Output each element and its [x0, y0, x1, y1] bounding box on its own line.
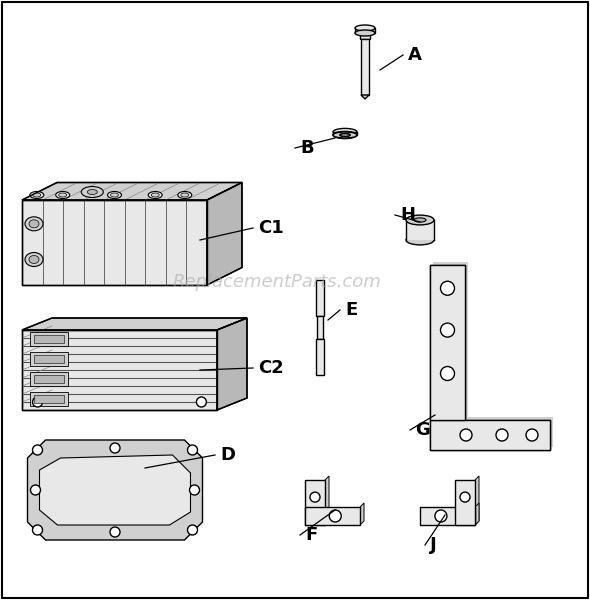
Polygon shape	[361, 95, 369, 99]
Text: G: G	[415, 421, 430, 439]
Polygon shape	[406, 220, 434, 240]
Text: D: D	[220, 446, 235, 464]
Polygon shape	[34, 335, 64, 343]
Ellipse shape	[340, 134, 350, 136]
Text: F: F	[305, 526, 317, 544]
Ellipse shape	[333, 132, 357, 138]
Circle shape	[460, 492, 470, 502]
Circle shape	[460, 429, 472, 441]
Polygon shape	[433, 262, 468, 417]
Circle shape	[32, 397, 42, 407]
Polygon shape	[475, 503, 479, 525]
Circle shape	[189, 485, 199, 495]
Ellipse shape	[181, 193, 189, 197]
Ellipse shape	[178, 191, 192, 199]
Ellipse shape	[340, 133, 350, 136]
Ellipse shape	[414, 218, 426, 222]
Polygon shape	[317, 316, 323, 339]
Text: C1: C1	[258, 219, 284, 237]
Circle shape	[110, 527, 120, 537]
Circle shape	[196, 397, 206, 407]
Polygon shape	[305, 480, 325, 525]
Polygon shape	[22, 182, 242, 200]
Polygon shape	[420, 507, 475, 525]
Ellipse shape	[355, 25, 375, 31]
Ellipse shape	[29, 220, 39, 228]
Circle shape	[32, 445, 42, 455]
Polygon shape	[355, 28, 375, 33]
Circle shape	[441, 323, 454, 337]
Circle shape	[188, 525, 198, 535]
Text: B: B	[300, 139, 314, 157]
Polygon shape	[22, 330, 217, 410]
Polygon shape	[430, 420, 550, 450]
Circle shape	[31, 485, 41, 495]
Circle shape	[329, 510, 341, 522]
Polygon shape	[455, 480, 475, 525]
Circle shape	[188, 445, 198, 455]
Circle shape	[441, 367, 454, 380]
Polygon shape	[430, 417, 553, 450]
Polygon shape	[34, 355, 64, 363]
Polygon shape	[22, 318, 247, 330]
Polygon shape	[316, 280, 324, 316]
Polygon shape	[22, 200, 207, 285]
Polygon shape	[360, 33, 370, 39]
Polygon shape	[305, 507, 360, 525]
Text: J: J	[430, 536, 437, 554]
Text: E: E	[345, 301, 358, 319]
Text: ReplacementParts.com: ReplacementParts.com	[173, 273, 382, 291]
Ellipse shape	[58, 193, 67, 197]
Polygon shape	[30, 372, 68, 386]
Ellipse shape	[151, 193, 159, 197]
Circle shape	[435, 510, 447, 522]
Circle shape	[310, 492, 320, 502]
Ellipse shape	[25, 253, 43, 266]
Polygon shape	[30, 392, 68, 406]
Circle shape	[526, 429, 538, 441]
Text: H: H	[400, 206, 415, 224]
Polygon shape	[28, 440, 202, 540]
Ellipse shape	[29, 256, 39, 263]
Ellipse shape	[110, 193, 119, 197]
Ellipse shape	[355, 30, 375, 36]
Polygon shape	[325, 476, 329, 525]
Polygon shape	[361, 39, 369, 95]
Polygon shape	[34, 395, 64, 403]
Ellipse shape	[406, 235, 434, 245]
Polygon shape	[430, 420, 550, 450]
Circle shape	[496, 429, 508, 441]
Polygon shape	[430, 265, 465, 420]
Text: C2: C2	[258, 359, 284, 377]
Ellipse shape	[87, 190, 97, 194]
Ellipse shape	[33, 193, 41, 197]
Polygon shape	[430, 265, 465, 420]
Circle shape	[441, 281, 454, 295]
Ellipse shape	[333, 131, 357, 139]
Polygon shape	[34, 375, 64, 383]
Ellipse shape	[25, 217, 43, 231]
Ellipse shape	[81, 187, 103, 197]
Polygon shape	[316, 339, 324, 375]
Ellipse shape	[406, 215, 434, 225]
Text: A: A	[408, 46, 422, 64]
Ellipse shape	[30, 191, 44, 199]
Polygon shape	[30, 352, 68, 366]
Polygon shape	[333, 132, 357, 135]
Polygon shape	[40, 455, 191, 525]
Ellipse shape	[148, 191, 162, 199]
Ellipse shape	[333, 128, 357, 136]
Polygon shape	[360, 503, 364, 525]
Circle shape	[110, 443, 120, 453]
Ellipse shape	[107, 191, 122, 199]
Polygon shape	[475, 476, 479, 525]
Polygon shape	[217, 318, 247, 410]
Polygon shape	[30, 332, 68, 346]
Ellipse shape	[55, 191, 70, 199]
Polygon shape	[207, 182, 242, 285]
Circle shape	[32, 525, 42, 535]
